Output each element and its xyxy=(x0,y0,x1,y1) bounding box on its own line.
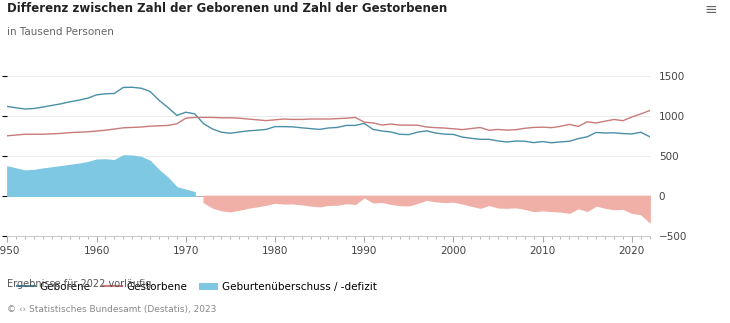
Text: Ergebnisse für 2022 vorläufig.: Ergebnisse für 2022 vorläufig. xyxy=(7,279,155,289)
Text: © ‹› Statistisches Bundesamt (Destatis), 2023: © ‹› Statistisches Bundesamt (Destatis),… xyxy=(7,305,217,314)
Text: in Tausend Personen: in Tausend Personen xyxy=(7,27,114,37)
Text: ≡: ≡ xyxy=(704,2,717,16)
Text: Differenz zwischen Zahl der Geborenen und Zahl der Gestorbenen: Differenz zwischen Zahl der Geborenen un… xyxy=(7,2,447,15)
Legend: Geborene, Gestorbene, Geburtenüberschuss / -defizit: Geborene, Gestorbene, Geburtenüberschuss… xyxy=(12,278,381,296)
